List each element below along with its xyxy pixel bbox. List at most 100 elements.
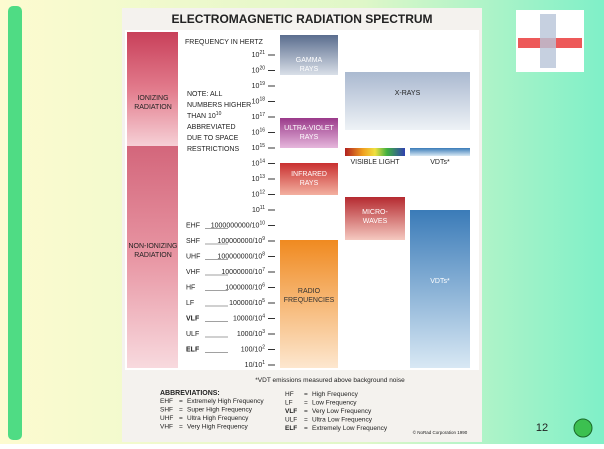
band-label: GAMMA	[296, 57, 323, 64]
row-value: 10000/104	[233, 314, 265, 323]
abbr-text: Extremely Low Frequency	[312, 425, 388, 432]
abbr-code: ELF	[285, 425, 297, 432]
band-2	[280, 118, 338, 148]
abbr-code: VLF	[285, 408, 297, 415]
band-label: VDTs*	[430, 278, 450, 285]
row-number: 10	[245, 362, 253, 369]
abbr-eq: =	[179, 398, 183, 405]
band-4	[410, 148, 470, 156]
abbr-code: VHF	[160, 424, 173, 431]
band-label: RADIO	[298, 288, 321, 295]
band-label: WAVES	[363, 218, 388, 225]
row-name: HF	[186, 285, 195, 292]
abbr-eq: =	[304, 408, 308, 415]
note-line: RESTRICTIONS	[187, 146, 239, 153]
note-line: NUMBERS HIGHER	[187, 102, 251, 109]
power-exp: 12	[259, 190, 265, 196]
power-base: 10	[252, 161, 260, 168]
row-value: 1000000000/1010	[211, 221, 265, 230]
power-base: 10	[252, 52, 260, 59]
power-exp: 10	[259, 221, 265, 227]
abbr-code: EHF	[160, 398, 173, 405]
abbr-eq: =	[304, 400, 308, 407]
abbr-text: High Frequency	[312, 391, 359, 398]
band-5	[280, 163, 338, 195]
power-exp: 4	[262, 314, 265, 320]
row-value: 10/101	[245, 360, 266, 369]
row-name: SHF	[186, 238, 200, 245]
power-exp: 14	[259, 159, 265, 165]
abbr-eq: =	[304, 391, 308, 398]
row-value: 1000/103	[237, 329, 265, 338]
band-label: VDTs*	[430, 159, 450, 166]
note-line: ABBREVIATED	[187, 124, 236, 131]
band-label: VISIBLE LIGHT	[350, 159, 400, 166]
footnote: *VDT emissions measured above background…	[255, 377, 405, 384]
power-exp: 17	[259, 112, 265, 118]
power-exp: 20	[259, 66, 265, 72]
band-label: X-RAYS	[395, 90, 421, 97]
power-exp: 8	[262, 252, 265, 258]
power-base: 10	[254, 238, 262, 245]
abbr-text: Ultra Low Frequency	[312, 417, 373, 424]
abbr-text: Very Low Frequency	[312, 408, 372, 415]
power-base: 10	[254, 347, 262, 354]
abbr-code: LF	[285, 400, 293, 407]
power-base: 10	[254, 331, 262, 338]
abbr-code: SHF	[160, 407, 173, 414]
power-exp: 16	[259, 128, 265, 134]
note-line: NOTE: ALL	[187, 91, 223, 98]
row-value: 100000000/108	[217, 252, 265, 261]
abbr-text: Super High Frequency	[187, 407, 253, 414]
power-exp: 13	[259, 174, 265, 180]
abbr-code: UHF	[160, 415, 173, 422]
abbr-eq: =	[179, 424, 183, 431]
row-number: 1000	[237, 331, 253, 338]
band-3	[345, 148, 405, 156]
band-label: MICRO-	[362, 209, 388, 216]
band-8	[410, 210, 470, 368]
power-exp: 1	[262, 360, 265, 366]
band-label: FREQUENCIES	[284, 297, 335, 304]
title: ELECTROMAGNETIC RADIATION SPECTRUM	[171, 12, 432, 26]
ionizing-region	[127, 32, 178, 146]
power-exp: 7	[262, 267, 265, 273]
copyright: © NoRad Corporation 1990	[413, 429, 468, 435]
row-name: UHF	[186, 254, 200, 261]
region-label: NON-IONIZING	[129, 243, 178, 250]
row-number: 10000	[233, 316, 253, 323]
band-label: INFRARED	[291, 171, 327, 178]
note-sup: 10	[216, 111, 222, 117]
row-value: 10000000/107	[221, 267, 265, 276]
row-number: 100	[241, 347, 253, 354]
power-base: 10	[254, 285, 262, 292]
row-value: 100000000/109	[217, 236, 265, 245]
side-stripe	[8, 6, 22, 440]
note-line: DUE TO SPACE	[187, 135, 239, 142]
power-base: 10	[252, 83, 260, 90]
power-base: 10	[252, 192, 260, 199]
row-value: 100/102	[241, 345, 265, 354]
power-exp: 6	[262, 283, 265, 289]
nav-button[interactable]	[574, 419, 592, 437]
power-base: 10	[252, 99, 260, 106]
band-label: RAYS	[300, 180, 319, 187]
inset-box	[540, 14, 556, 68]
power-exp: 19	[259, 81, 265, 87]
abbr-code: ULF	[285, 417, 297, 424]
power-exp: 21	[259, 50, 265, 56]
abbr-eq: =	[179, 415, 183, 422]
power-exp: 5	[262, 298, 265, 304]
row-name: ELF	[186, 347, 200, 354]
power-exp: 2	[262, 345, 265, 351]
region-label: IONIZING	[137, 95, 168, 102]
power-exp: 15	[259, 143, 265, 149]
row-name: VLF	[186, 316, 200, 323]
region-label: RADIATION	[134, 104, 172, 111]
power-base: 10	[252, 130, 260, 137]
power-base: 10	[252, 207, 260, 214]
abbr-eq: =	[304, 425, 308, 432]
power-exp: 9	[262, 236, 265, 242]
power-base: 10	[254, 316, 262, 323]
abbr-eq: =	[304, 417, 308, 424]
